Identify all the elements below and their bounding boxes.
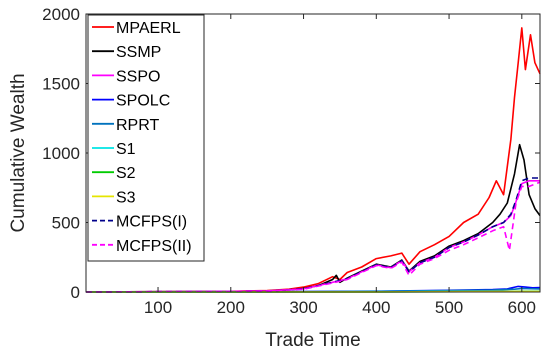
x-tick-label: 600 — [508, 298, 536, 317]
legend-label: RPRT — [116, 117, 159, 134]
legend-label: S2 — [116, 165, 136, 182]
y-axis-ticks: 0 500 1000 1500 2000 — [42, 5, 540, 302]
y-tick-label: 0 — [71, 283, 80, 302]
x-tick-label: 400 — [362, 298, 390, 317]
legend-label: S3 — [116, 189, 136, 206]
x-tick-label: 100 — [144, 298, 172, 317]
x-axis-label: Trade Time — [265, 330, 360, 351]
x-tick-label: 300 — [289, 298, 317, 317]
y-tick-label: 1000 — [42, 144, 80, 163]
legend-label: MPAERL — [116, 20, 181, 37]
x-axis-ticks: 100 200 300 400 500 600 — [144, 14, 536, 317]
y-tick-label: 2000 — [42, 5, 80, 24]
legend-label: SSPO — [116, 68, 160, 85]
legend-label: SSMP — [116, 44, 161, 61]
legend-label: MCFPS(I) — [116, 214, 187, 231]
y-tick-label: 500 — [52, 214, 80, 233]
legend: MPAERL SSMP SSPO SPOLC RPRT S1 S2 S3 MCFPS(I) MCF… — [87, 14, 205, 262]
x-tick-label: 500 — [435, 298, 463, 317]
x-tick-label: 200 — [217, 298, 245, 317]
y-axis-label: Cumulative Wealth — [8, 73, 29, 232]
y-tick-label: 1500 — [42, 75, 80, 94]
legend-box — [87, 14, 205, 262]
legend-label: S1 — [116, 141, 136, 158]
legend-label: SPOLC — [116, 93, 170, 110]
series-line-mcfps-ii — [85, 181, 541, 293]
legend-label: MCFPS(II) — [116, 238, 192, 255]
